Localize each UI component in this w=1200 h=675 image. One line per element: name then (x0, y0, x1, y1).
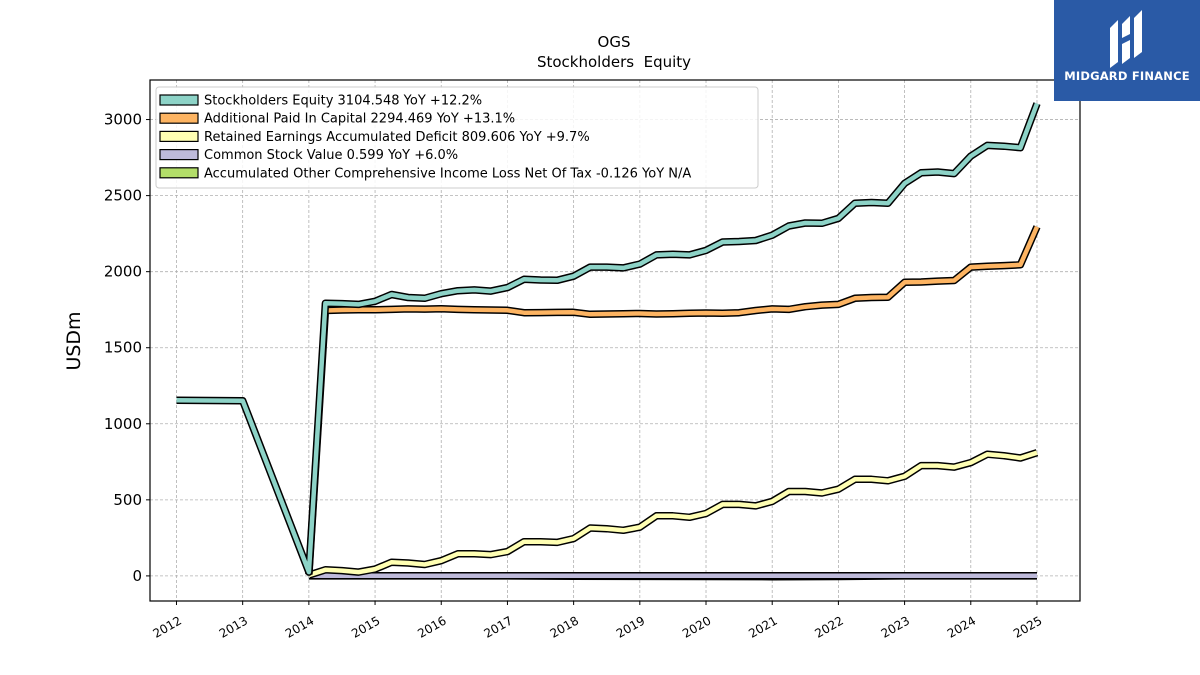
legend-swatch (159, 167, 199, 179)
axes: 0 500 1000 1500 2000 2500 3000 2012 2013 2014 2015… (104, 111, 1045, 641)
legend-item[interactable]: Stockholders Equity 3104.548 YoY +12.2% (159, 94, 482, 109)
x-tick-label: 2019 (614, 613, 647, 640)
legend-box (155, 86, 759, 189)
x-tick-label: 2025 (1011, 613, 1044, 640)
y-tick-label: 2500 (104, 187, 142, 205)
x-tick-label: 2013 (217, 613, 250, 640)
series-lines (176, 102, 1041, 581)
y-tick-label: 500 (113, 491, 142, 509)
y-tick-label: 0 (132, 567, 142, 585)
x-tick-label: 2017 (481, 613, 514, 640)
x-tick-label: 2023 (879, 613, 912, 640)
x-tick-label: 2015 (349, 613, 382, 640)
legend-swatch (159, 112, 199, 124)
legend-label: Retained Earnings Accumulated Deficit 80… (204, 130, 590, 145)
y-tick-label: 1000 (104, 415, 142, 433)
legend-label: Common Stock Value 0.599 YoY +6.0% (204, 148, 458, 163)
series-line-fill (176, 102, 1040, 575)
legend-label: Accumulated Other Comprehensive Income L… (204, 166, 691, 181)
series-line (307, 449, 1039, 579)
brand-name: MIDGARD FINANCE (1064, 69, 1190, 83)
legend-item[interactable]: Retained Earnings Accumulated Deficit 80… (159, 130, 590, 145)
legend[interactable]: Stockholders Equity 3104.548 YoY +12.2% A… (155, 86, 759, 189)
plot-frame (149, 79, 1081, 602)
x-tick-label: 2021 (746, 613, 779, 640)
midgard-logo-icon (1110, 10, 1142, 68)
series-line-fill (306, 225, 1040, 575)
x-tick-label: 2014 (283, 613, 316, 640)
x-tick-label: 2012 (151, 613, 184, 640)
legend-swatch (159, 94, 199, 106)
brand-logo: MIDGARD FINANCE (1054, 0, 1200, 101)
x-tick-label: 2018 (548, 613, 581, 640)
chart-title: OGS (598, 33, 631, 51)
legend-item[interactable]: Accumulated Other Comprehensive Income L… (159, 166, 691, 181)
x-tick-label: 2022 (812, 613, 845, 640)
y-tick-label: 1500 (104, 339, 142, 357)
series-line (176, 102, 1041, 576)
y-axis-label: USDm (63, 311, 85, 370)
legend-label: Additional Paid In Capital 2294.469 YoY … (204, 112, 515, 127)
legend-label: Stockholders Equity 3104.548 YoY +12.2% (204, 94, 482, 109)
series-line-outline (305, 225, 1041, 575)
legend-item[interactable]: Common Stock Value 0.599 YoY +6.0% (159, 148, 458, 163)
y-tick-label: 3000 (104, 111, 142, 129)
legend-swatch (159, 130, 199, 142)
legend-item[interactable]: Additional Paid In Capital 2294.469 YoY … (159, 112, 515, 127)
x-tick-label: 2016 (415, 613, 448, 640)
x-tick-label: 2020 (680, 613, 713, 640)
chart-subtitle: Stockholders Equity (537, 53, 691, 71)
series-line-fill (308, 450, 1038, 578)
x-tick-label: 2024 (945, 613, 978, 640)
series-line (305, 225, 1041, 575)
legend-swatch (159, 149, 199, 161)
y-tick-label: 2000 (104, 263, 142, 281)
